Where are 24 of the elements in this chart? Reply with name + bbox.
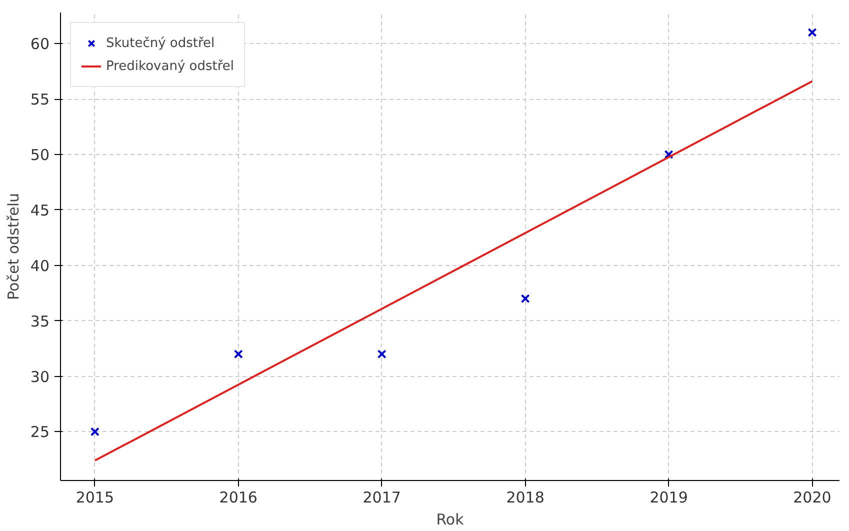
point bbox=[808, 28, 817, 37]
y-axis-title: Počet odstřelu bbox=[4, 193, 22, 300]
y-tick-label: 45 bbox=[30, 201, 50, 220]
x-tick-label: 2018 bbox=[506, 488, 544, 506]
y-tick-label: 55 bbox=[30, 90, 50, 108]
y-tick-label: 40 bbox=[30, 256, 50, 275]
x-tick-label: 2017 bbox=[362, 488, 401, 506]
point bbox=[377, 350, 386, 359]
x-tick-label: 2020 bbox=[793, 488, 832, 506]
y-tick-label: 50 bbox=[30, 146, 50, 164]
legend-label: Skutečný odstřel bbox=[106, 36, 215, 50]
point bbox=[520, 294, 530, 304]
point bbox=[664, 150, 674, 159]
y-tick-label: 30 bbox=[30, 368, 50, 386]
y-tick-label: 60 bbox=[30, 35, 50, 54]
x-tick-label: 2016 bbox=[219, 488, 258, 506]
point bbox=[234, 350, 243, 359]
y-tick-label: 25 bbox=[30, 423, 50, 442]
x-tick-label: 2019 bbox=[650, 488, 688, 506]
point bbox=[90, 427, 100, 436]
legend-label: Predikovaný odstřel bbox=[106, 58, 234, 74]
x-tick-label: 2015 bbox=[76, 488, 114, 506]
x-axis-title: Rok bbox=[436, 510, 464, 528]
y-tick-label: 35 bbox=[30, 312, 50, 330]
